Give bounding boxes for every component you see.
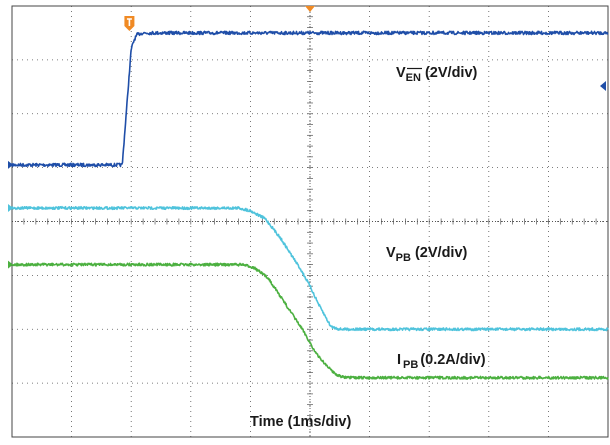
time-axis-label: Time (1ms/div) <box>250 414 351 430</box>
trace-vpb <box>11 205 609 332</box>
label-vpb: VPB (2V/div) <box>386 245 468 264</box>
channel-marker-ven <box>8 160 13 169</box>
label-ven: VEN (2V/div) <box>396 65 478 84</box>
markers <box>8 6 606 269</box>
time-position-marker-icon <box>305 6 315 12</box>
trace-ipb <box>11 262 609 380</box>
trigger-marker-glyph <box>126 18 132 26</box>
traces <box>11 30 609 380</box>
trigger-level-marker-icon <box>600 81 606 91</box>
grid <box>11 5 609 438</box>
channel-marker-ipb <box>8 260 13 269</box>
trace-ven <box>11 30 609 168</box>
label-ipb: I PB (0.2A/div) <box>397 352 486 371</box>
channel-marker-vpb <box>8 204 13 213</box>
